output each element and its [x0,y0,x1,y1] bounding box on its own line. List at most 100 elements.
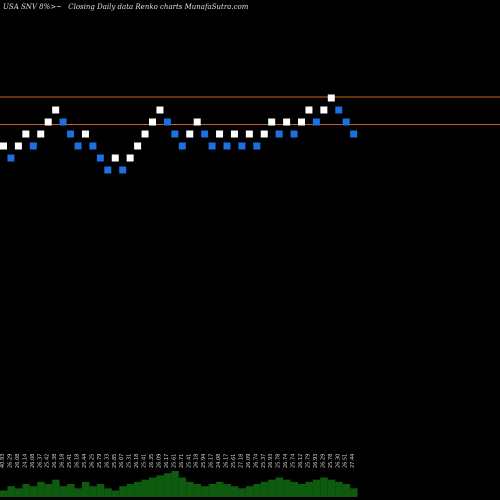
renko-brick [119,166,127,174]
volume-bar [7,486,15,497]
chart-title: USA SNV 8%>~ Closing Daily data Renko ch… [3,3,252,11]
volume-bar [89,486,97,497]
renko-brick [201,130,209,138]
volume-bar [298,484,306,497]
renko-brick [59,118,67,126]
renko-brick [67,130,75,138]
renko-brick [238,142,246,150]
renko-brick [327,94,335,102]
volume-bar [216,481,224,497]
volume-bar [44,484,53,497]
renko-brick [29,142,37,150]
renko-brick [149,118,156,126]
volume-label: 25.78 [328,454,334,468]
volume-label: 26.09 [246,454,252,468]
renko-brick [298,118,305,126]
volume-label: 25.41 [67,454,73,468]
renko-brick [245,130,253,138]
renko-brick [253,142,261,150]
volume-bar [320,477,328,497]
volume-labels: 40.93 26.29 26.08 24.14 26.08 26.37 25.42 26.38… [0,454,356,468]
volume-bar [193,484,202,497]
renko-bricks [0,94,358,174]
caption-label: Closing Daily data Renko charts MunafaSu… [68,3,249,11]
volume-label: 26.12 [298,454,304,468]
volume-label: 25.94 [201,454,207,468]
volume-bar [186,481,194,497]
volume-bar [305,481,313,497]
volume-label: 25.42 [45,454,51,468]
volume-label: 26.18 [194,454,200,468]
volume-label: 26.18 [60,454,66,468]
renko-brick [111,154,119,162]
renko-brick [216,130,224,138]
renko-brick [156,106,164,114]
volume-bar [223,484,231,497]
volume-label: 24.08 [216,454,222,468]
volume-bar [171,471,179,497]
volume-label: 25.79 [97,454,103,468]
renko-brick [305,106,313,114]
volume-label: 26.17 [224,454,230,468]
volume-label: 26.18 [75,454,81,468]
renko-brick [163,118,171,126]
volume-bar [342,484,351,497]
volume-label: 26.35 [149,454,155,468]
renko-brick [89,142,97,150]
volume-label: 26.30 [335,454,341,468]
volume-label: 24.14 [22,454,28,468]
level-lines [0,96,500,125]
volume-bar [238,488,246,497]
volume-bar [312,479,321,497]
volume-label: 25.44 [82,454,88,468]
symbol-label: USA SNV 8%>~ [3,3,63,11]
renko-brick [268,118,276,126]
volume-label: 25.74 [291,454,297,468]
volume-label: 26.33 [104,454,110,468]
volume-label: 26.08 [15,454,21,468]
volume-label: 25.61 [231,454,237,468]
volume-label: 26.71 [179,454,185,468]
volume-label: 26.25 [89,454,95,468]
volume-bar [52,479,60,497]
renko-brick [223,142,231,150]
volume-bar [0,490,8,497]
volume-bar [96,484,105,497]
renko-brick [126,154,134,162]
volume-label: 26.74 [253,454,259,468]
volume-bar [275,477,284,497]
volume-bar [67,484,75,497]
volume-bar [111,490,120,497]
volume-bar [14,488,23,497]
renko-brick [104,166,112,174]
renko-brick [260,130,268,138]
volume-bar [134,481,142,497]
volume-bar [208,484,217,497]
volume-bar [327,479,336,497]
volume-bar [22,484,30,497]
volume-bar [230,486,239,497]
renko-brick [96,154,104,162]
volume-bar [81,481,90,497]
volume-label: 27.44 [350,454,356,468]
volume-label: 26.18 [134,454,140,468]
renko-brick [171,130,179,138]
volume-bar [163,473,172,497]
renko-brick [74,142,82,150]
volume-bar [119,486,127,497]
volume-panel [0,471,358,497]
volume-label: 25.61 [171,454,177,468]
volume-label: 25.31 [127,454,133,468]
volume-label: 25.37 [261,454,267,468]
volume-bar [37,481,45,497]
renko-brick [81,130,89,138]
volume-bar [141,479,149,497]
volume-bar [350,488,358,497]
volume-label: 26.29 [320,454,326,468]
volume-bar [104,488,112,497]
renko-brick [178,142,186,150]
volume-label: 26.17 [164,454,170,468]
volume-bar [29,486,38,497]
volume-label: 25.41 [186,454,192,468]
renko-brick [44,118,52,126]
